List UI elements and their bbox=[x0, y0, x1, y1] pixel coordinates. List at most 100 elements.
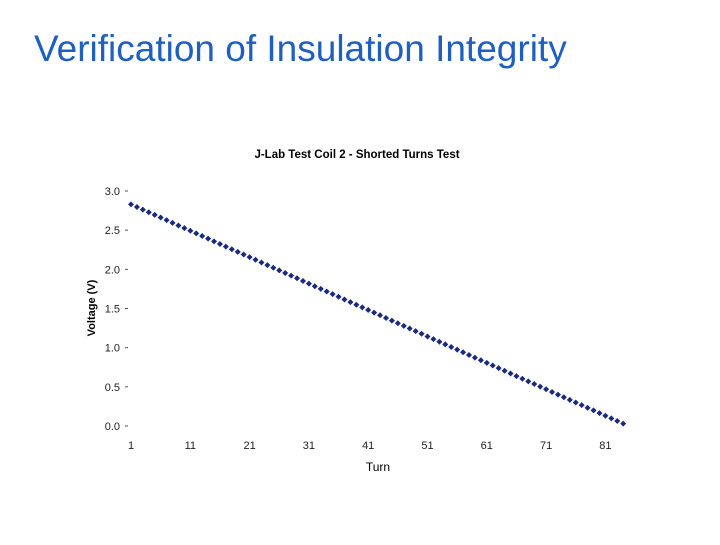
data-point bbox=[489, 362, 496, 369]
data-point bbox=[133, 203, 140, 210]
data-point bbox=[513, 373, 520, 380]
data-point bbox=[608, 415, 615, 422]
data-point bbox=[382, 314, 389, 321]
data-point bbox=[199, 233, 206, 240]
data-point bbox=[371, 309, 378, 316]
y-tick-label: 2.5 bbox=[105, 225, 120, 237]
data-point bbox=[572, 399, 579, 406]
data-point bbox=[139, 206, 146, 213]
y-tick-label: 0.5 bbox=[105, 382, 120, 394]
data-point bbox=[323, 288, 330, 295]
data-point bbox=[205, 235, 212, 242]
data-point bbox=[128, 201, 134, 208]
data-point bbox=[466, 351, 473, 358]
data-point bbox=[299, 277, 306, 284]
data-point bbox=[228, 246, 235, 253]
data-point bbox=[412, 328, 419, 335]
data-point bbox=[454, 346, 461, 353]
data-point bbox=[590, 407, 597, 414]
data-point bbox=[145, 209, 152, 216]
y-axis-ticks: 3.0 2.5 2.0 1.5 1.0 0.5 0.0 bbox=[105, 186, 128, 433]
data-point bbox=[495, 365, 502, 372]
data-point bbox=[169, 219, 176, 226]
data-point bbox=[264, 262, 271, 269]
data-point bbox=[347, 299, 354, 306]
data-point bbox=[187, 227, 194, 234]
y-tick-label: 1.0 bbox=[105, 343, 120, 355]
data-point bbox=[525, 378, 532, 385]
x-tick-label: 71 bbox=[540, 440, 552, 452]
data-point bbox=[341, 296, 348, 303]
data-point bbox=[252, 256, 259, 263]
data-point bbox=[305, 280, 312, 287]
x-tick-label: 41 bbox=[362, 440, 374, 452]
data-point bbox=[483, 359, 490, 366]
data-point bbox=[234, 248, 241, 255]
chart-title: J-Lab Test Coil 2 - Shorted Turns Test bbox=[254, 149, 459, 161]
data-point bbox=[620, 420, 627, 427]
data-point bbox=[418, 330, 425, 337]
x-axis-ticks: 1 11 21 31 41 51 61 71 81 bbox=[128, 440, 612, 452]
y-axis-label: Voltage (V) bbox=[86, 279, 98, 336]
data-point bbox=[448, 344, 455, 351]
x-tick-label: 1 bbox=[128, 440, 134, 452]
data-point bbox=[602, 412, 609, 419]
data-point bbox=[311, 283, 318, 290]
data-point bbox=[151, 211, 158, 218]
data-point bbox=[560, 394, 567, 401]
y-tick-label: 0.0 bbox=[105, 421, 120, 433]
data-point bbox=[424, 333, 431, 340]
data-point bbox=[163, 217, 170, 224]
data-point bbox=[388, 317, 395, 324]
x-tick-label: 11 bbox=[185, 440, 196, 452]
x-tick-label: 61 bbox=[481, 440, 493, 452]
data-point bbox=[477, 357, 484, 364]
data-point bbox=[294, 275, 301, 282]
data-point bbox=[181, 225, 188, 232]
data-point bbox=[222, 243, 229, 250]
data-point bbox=[353, 301, 360, 308]
data-point bbox=[507, 370, 514, 377]
data-point bbox=[216, 240, 223, 247]
data-point bbox=[157, 214, 164, 221]
data-point bbox=[537, 383, 544, 390]
data-point bbox=[211, 238, 218, 245]
data-point bbox=[471, 354, 478, 361]
data-point bbox=[549, 388, 556, 395]
data-point bbox=[596, 410, 603, 417]
x-tick-label: 31 bbox=[303, 440, 315, 452]
x-tick-label: 21 bbox=[243, 440, 255, 452]
data-points bbox=[128, 201, 627, 427]
data-point bbox=[430, 336, 437, 343]
y-tick-label: 1.5 bbox=[105, 304, 120, 316]
slide-title: Verification of Insulation Integrity bbox=[34, 28, 567, 69]
x-axis-label: Turn bbox=[366, 460, 390, 474]
data-point bbox=[531, 381, 538, 388]
data-point bbox=[282, 270, 289, 277]
data-point bbox=[288, 272, 295, 279]
data-point bbox=[335, 293, 342, 300]
data-point bbox=[365, 307, 372, 314]
data-point bbox=[394, 320, 401, 327]
data-point bbox=[543, 386, 550, 393]
x-tick-label: 51 bbox=[421, 440, 433, 452]
data-point bbox=[436, 338, 443, 345]
data-point bbox=[193, 230, 200, 237]
data-point bbox=[578, 402, 585, 409]
data-point bbox=[276, 267, 283, 274]
data-point bbox=[270, 264, 277, 271]
data-point bbox=[554, 391, 561, 398]
data-point bbox=[246, 254, 253, 261]
data-point bbox=[566, 396, 573, 403]
x-tick-label: 81 bbox=[599, 440, 611, 452]
data-point bbox=[442, 341, 449, 348]
data-point bbox=[400, 322, 407, 329]
data-point bbox=[329, 291, 336, 298]
data-point bbox=[519, 375, 526, 382]
data-point bbox=[175, 222, 182, 229]
data-point bbox=[584, 404, 591, 411]
data-point bbox=[460, 349, 467, 356]
y-tick-label: 2.0 bbox=[105, 264, 120, 276]
data-point bbox=[614, 418, 621, 425]
